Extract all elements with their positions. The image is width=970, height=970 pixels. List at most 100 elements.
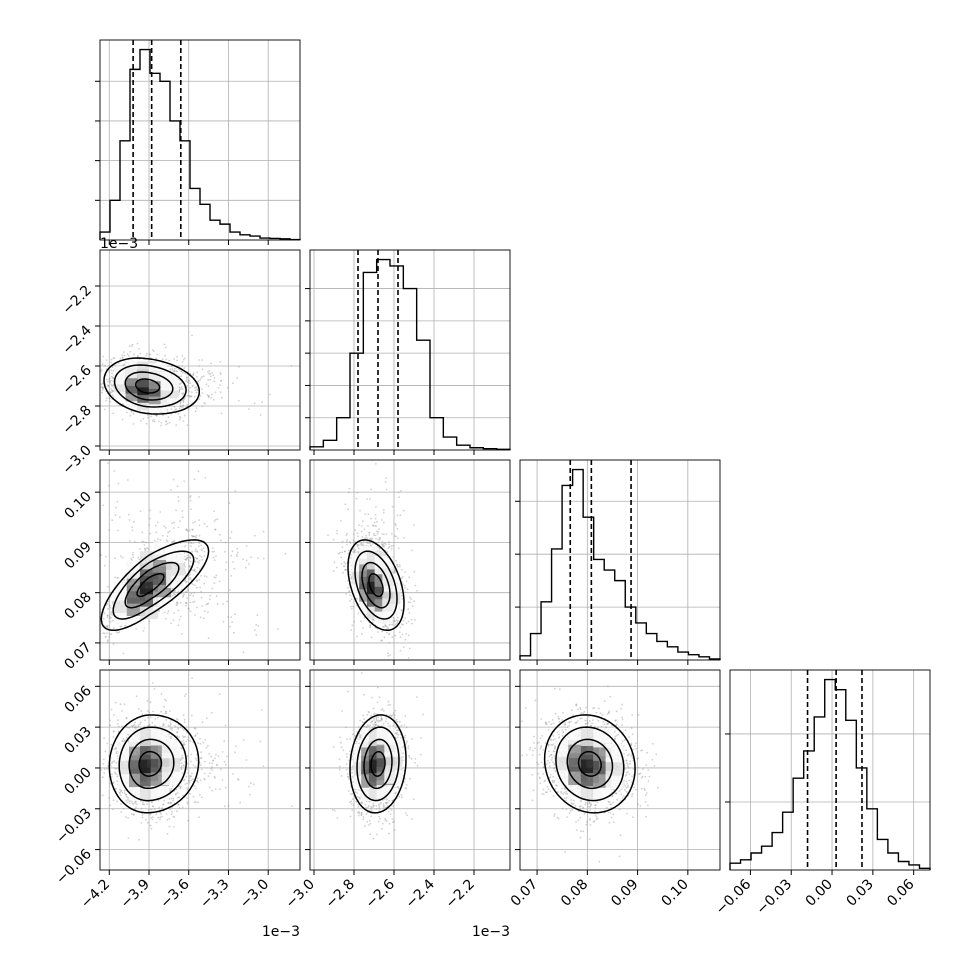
sample-point [170,489,172,491]
sample-point [350,629,353,631]
sample-point [143,544,146,546]
sample-point [191,677,194,679]
axes-frame [99,459,301,661]
sample-point [170,737,173,740]
sample-point [224,763,227,766]
sample-point [108,604,111,607]
sample-point [215,753,217,756]
sample-point [179,415,181,418]
pair-panel-body [100,250,300,450]
sample-point [102,504,105,507]
sample-point [207,775,210,777]
sample-point [199,779,202,782]
sample-point [176,602,179,605]
sample-point [128,345,131,348]
sample-point [252,783,255,786]
sample-point [356,491,359,494]
sample-point [152,350,155,353]
sample-point [400,609,403,611]
sample-point [368,542,371,545]
sample-point [189,576,192,579]
sample-point [219,391,222,394]
sample-point [107,585,109,588]
sample-point [189,496,191,498]
sample-point [206,394,209,397]
sample-point [116,767,118,770]
sample-point [397,491,400,494]
sample-point [394,571,397,573]
sample-point [336,530,338,532]
sample-point [131,802,134,805]
sample-point [185,604,187,607]
sample-point [205,717,208,720]
sample-point [187,395,190,397]
sample-point [166,535,169,537]
sample-point [171,540,174,543]
sample-point [232,561,235,563]
sample-point [189,386,191,389]
sample-point [109,620,112,623]
sample-point [259,740,262,743]
contour-line [361,561,391,609]
sample-point [394,620,396,622]
sample-point [112,730,115,733]
sample-point [178,383,181,386]
sample-point [201,359,204,361]
sample-point [235,555,238,558]
sample-point [106,614,109,617]
sample-point [122,364,125,366]
sample-point [144,549,147,552]
sample-point [352,533,355,536]
sample-point [159,539,162,541]
sample-point [114,576,116,579]
sample-point [179,401,182,404]
sample-point [205,603,208,606]
sample-point [371,621,374,624]
sample-point [190,508,192,511]
sample-point [382,625,384,628]
sample-point [378,537,381,539]
sample-point [349,573,352,576]
sample-point [375,463,377,465]
sample-point [114,768,117,770]
sample-point [385,625,387,628]
sample-point [384,625,387,627]
sample-point [344,569,347,571]
sample-point [391,623,394,626]
sample-point [176,359,179,362]
sample-point [107,385,110,387]
sample-point [185,693,187,696]
sample-point [122,652,125,655]
sample-point [403,584,406,587]
sample-point [379,537,382,539]
sample-point [155,531,158,534]
sample-point [148,517,151,520]
sample-point [172,619,175,622]
sample-point [108,633,111,636]
sample-point [400,490,402,492]
sample-point [343,561,346,564]
sample-point [107,385,110,388]
sample-point [377,530,380,533]
sample-point [132,412,135,415]
sample-point [159,511,162,513]
sample-point [385,543,387,546]
sample-point [175,792,178,795]
sample-point [187,542,190,544]
sample-point [116,577,119,579]
sample-point [194,568,196,571]
sample-point [224,568,227,571]
sample-point [182,400,185,402]
sample-point [131,553,134,556]
sample-point [394,623,397,626]
sample-point [339,551,341,554]
sample-point [198,579,201,581]
sample-point [357,535,359,538]
sample-point [364,537,367,540]
sample-point [152,418,155,421]
sample-point [182,399,184,402]
sample-point [173,405,176,408]
sample-point [396,616,399,619]
sample-point [117,577,120,579]
sample-point [128,540,131,542]
